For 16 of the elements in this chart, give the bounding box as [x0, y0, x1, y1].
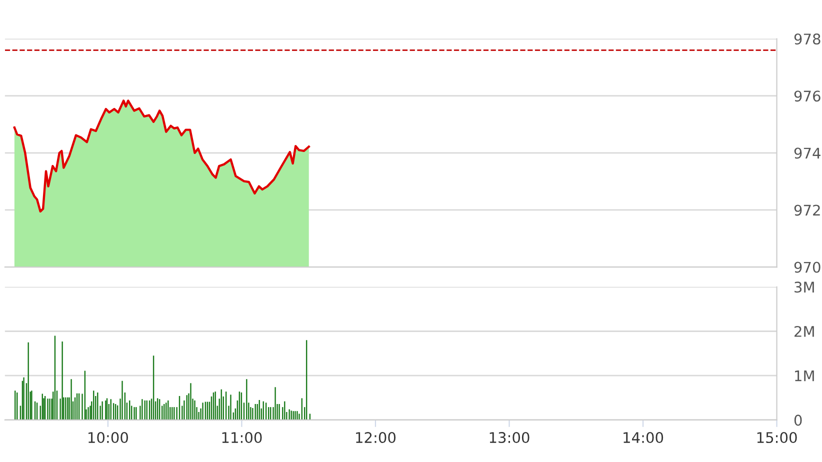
y-tick-label: 0 — [794, 414, 802, 426]
line-series — [13, 100, 310, 213]
y-tick-label: 974 — [794, 148, 820, 159]
x-tick-label: 11:00 — [222, 432, 262, 444]
x-tick-label: 12:00 — [356, 432, 396, 444]
y-tick-label: 3M — [794, 282, 814, 293]
x-tick-label: 13:00 — [490, 432, 530, 444]
x-tick-label: 14:00 — [624, 432, 664, 444]
x-tick-label: 15:00 — [757, 432, 797, 444]
y-tick-label: 1M — [795, 370, 814, 382]
x-tick-label: 10:00 — [88, 432, 128, 444]
y-tick-label: 972 — [794, 204, 820, 216]
y-tick-label: 970 — [794, 262, 820, 273]
y-tick-label: 2M — [794, 326, 814, 337]
y-tick-label: 978 — [794, 34, 820, 45]
y-tick-label: 976 — [794, 90, 820, 102]
